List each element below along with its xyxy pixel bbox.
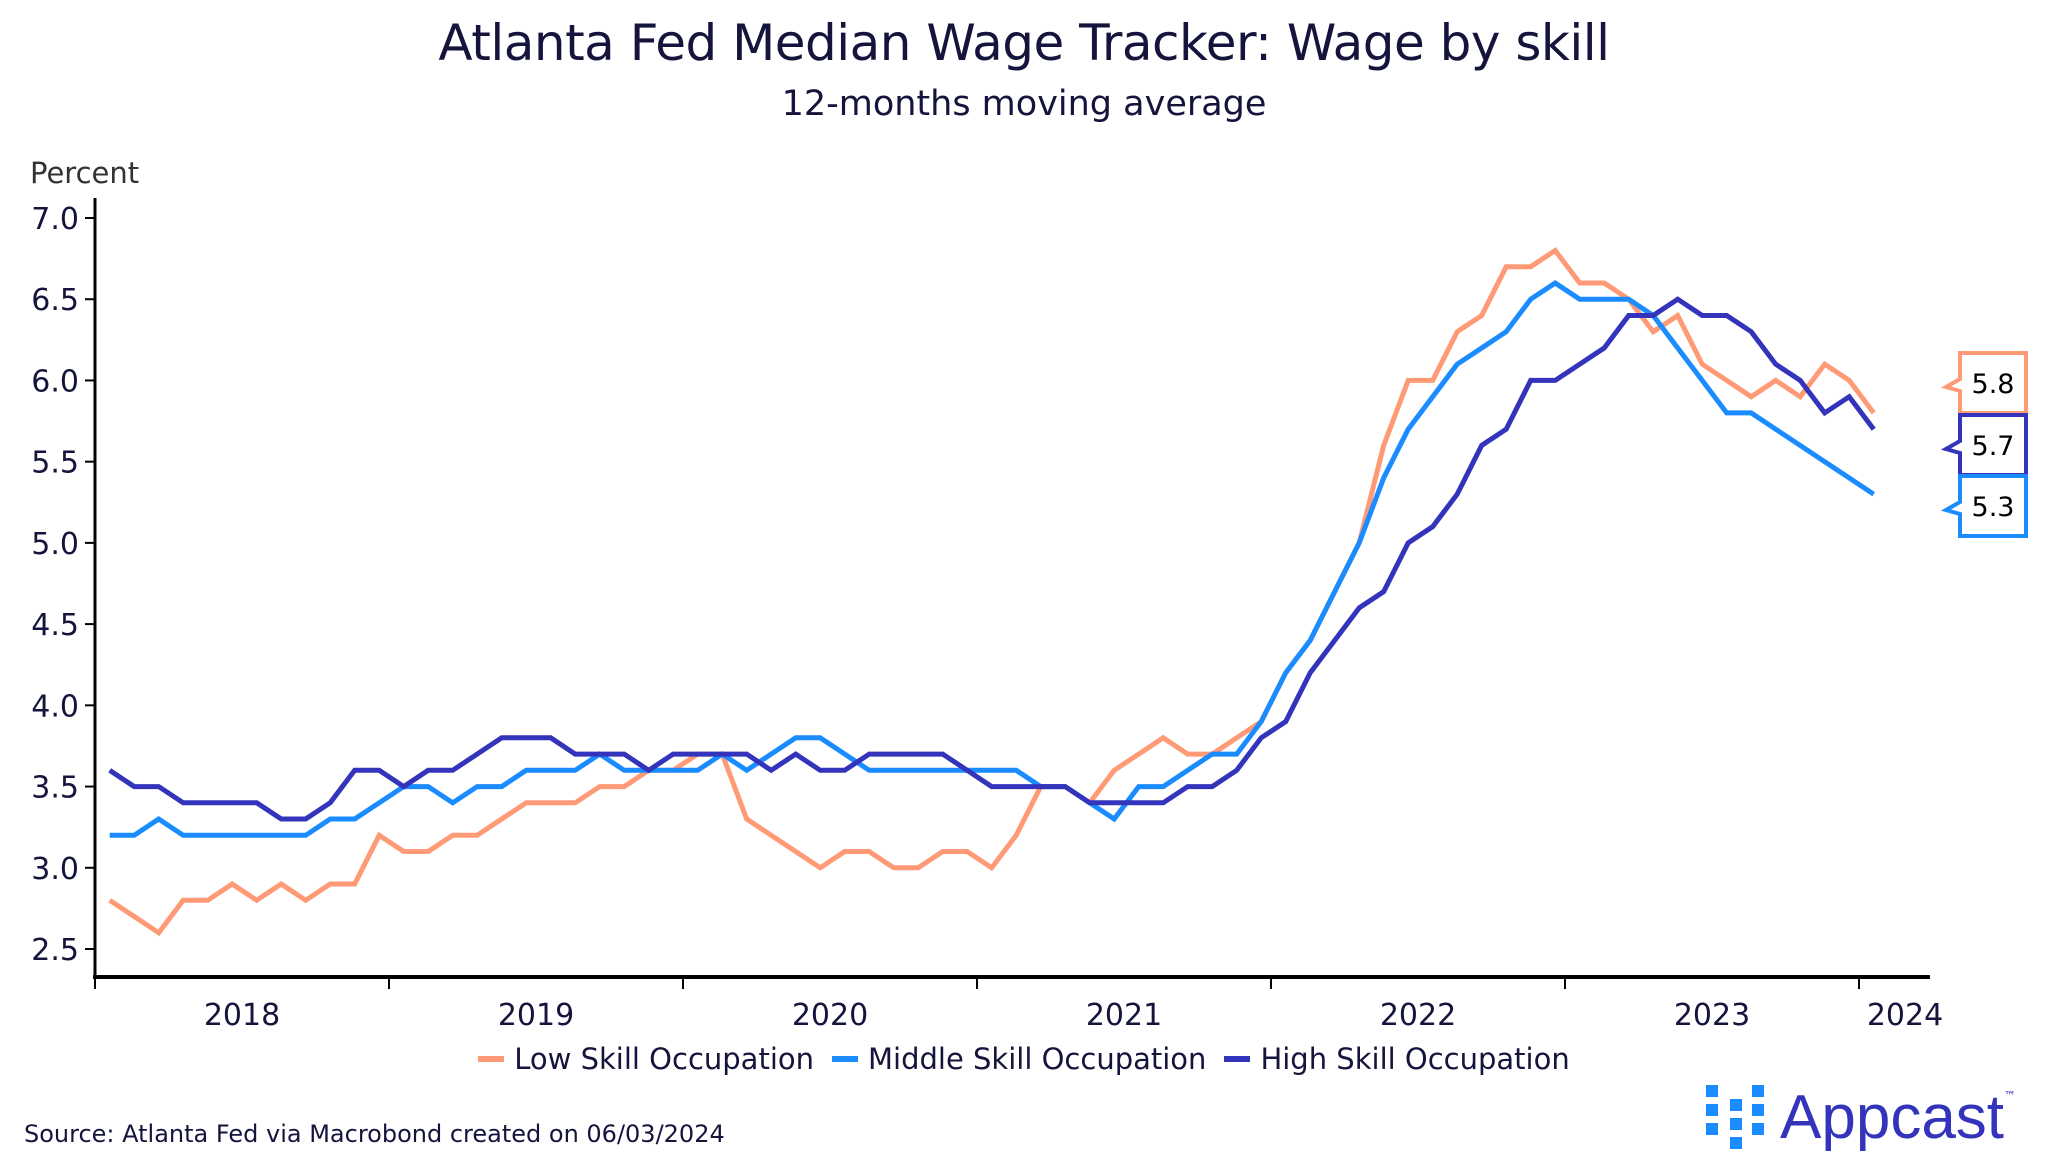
x-tick-label: 2023 <box>1674 998 1750 1033</box>
y-tick-label: 4.0 <box>31 689 79 724</box>
last-value-label: 5.8 <box>1972 369 2015 400</box>
x-tick-label: 2021 <box>1086 998 1162 1033</box>
chart-title: Atlanta Fed Median Wage Tracker: Wage by… <box>438 14 1610 72</box>
legend-item: High Skill Occupation <box>1224 1042 1570 1076</box>
y-tick-label: 6.5 <box>31 283 79 318</box>
source-note: Source: Atlanta Fed via Macrobond create… <box>24 1120 725 1148</box>
y-tick-label: 4.5 <box>31 608 79 643</box>
logo-text: Appcast <box>1780 1083 2005 1152</box>
x-tick-label: 2018 <box>204 998 280 1033</box>
legend-swatch <box>1224 1056 1251 1062</box>
trademark: ™ <box>2004 1089 2017 1103</box>
last-value-label: 5.3 <box>1972 492 2015 523</box>
legend-label: High Skill Occupation <box>1260 1042 1570 1076</box>
legend-item: Low Skill Occupation <box>478 1042 814 1076</box>
last-value-box <box>1940 351 2028 415</box>
legend-item: Middle Skill Occupation <box>832 1042 1206 1076</box>
series-line-low-skill-occupation <box>108 247 1876 937</box>
x-tick-label: 2024 <box>1867 998 1943 1033</box>
y-tick-label: 7.0 <box>31 202 79 237</box>
series-line-middle-skill-occupation <box>109 280 1876 838</box>
chart-subtitle: 12-months moving average <box>781 84 1267 124</box>
legend: Low Skill Occupation Middle Skill Occupat… <box>0 1042 2048 1076</box>
last-value-label: 5.7 <box>1972 431 2015 462</box>
y-tick-label: 5.0 <box>31 527 79 562</box>
series-line-high-skill-occupation <box>108 296 1876 822</box>
y-tick-label: 3.0 <box>31 852 79 887</box>
dot-grid-icon <box>1706 1085 1764 1149</box>
y-tick-label: 3.5 <box>31 771 79 806</box>
last-value-box <box>1940 474 2028 538</box>
y-tick-label: 5.5 <box>31 446 79 481</box>
legend-swatch <box>832 1056 858 1062</box>
legend-label: Low Skill Occupation <box>514 1042 814 1076</box>
x-tick-label: 2022 <box>1380 998 1456 1033</box>
x-tick-label: 2020 <box>792 998 868 1033</box>
legend-swatch <box>478 1056 505 1062</box>
y-tick-label: 6.0 <box>31 364 79 399</box>
y-tick-label: 2.5 <box>31 933 79 968</box>
x-tick-label: 2019 <box>498 998 574 1033</box>
legend-label: Middle Skill Occupation <box>868 1042 1207 1076</box>
last-value-box <box>1940 413 2028 477</box>
y-axis-label: Percent <box>30 156 140 190</box>
appcast-logo: Appcast ™ <box>1706 1085 2016 1151</box>
